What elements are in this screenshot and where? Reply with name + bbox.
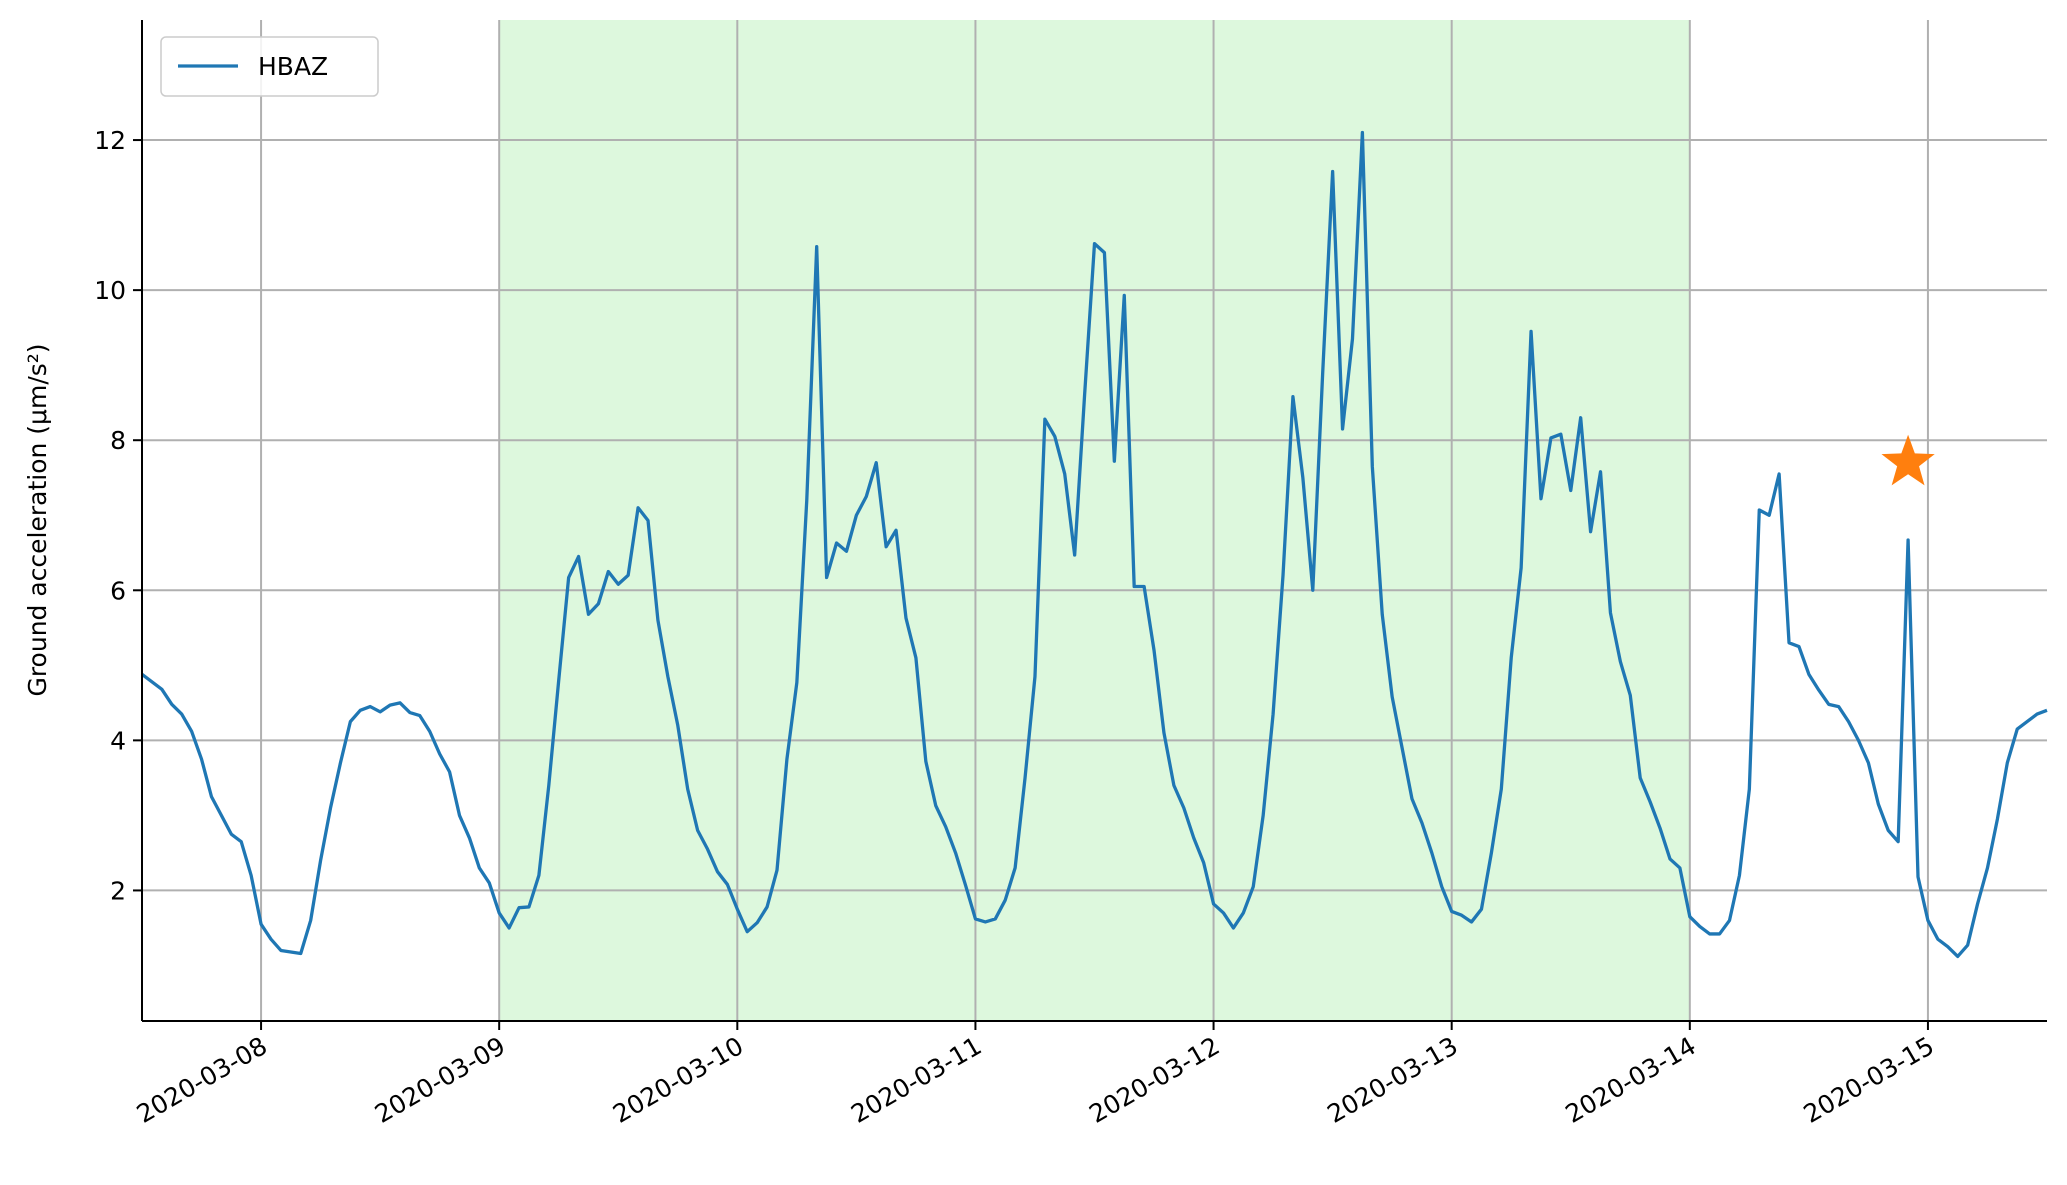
y-tick-label: 2 xyxy=(110,876,126,905)
legend-box xyxy=(160,36,379,97)
data-line xyxy=(141,130,2048,959)
legend-label: HBAZ xyxy=(258,52,328,81)
x-tick-label: 2020-03-10 xyxy=(608,1031,748,1129)
y-axis-label: Ground acceleration (μm/s²) xyxy=(23,343,52,696)
x-tick-label: 2020-03-12 xyxy=(1084,1031,1224,1129)
y-tick-label: 4 xyxy=(110,726,126,755)
x-tick-label: 2020-03-11 xyxy=(846,1031,986,1129)
legend: HBAZ xyxy=(160,36,379,97)
star-marker xyxy=(1881,434,1935,486)
y-tick-label: 6 xyxy=(110,576,126,605)
x-tick-label: 2020-03-14 xyxy=(1560,1031,1700,1129)
y-tick-label: 8 xyxy=(110,426,126,455)
x-tick-label: 2020-03-09 xyxy=(370,1031,510,1129)
x-tick-label: 2020-03-08 xyxy=(132,1031,272,1129)
x-tick-label: 2020-03-13 xyxy=(1322,1031,1462,1129)
y-tick-label: 10 xyxy=(94,276,126,305)
shaded-span xyxy=(499,20,1690,1021)
y-tick-label: 12 xyxy=(94,126,126,155)
x-tick-label: 2020-03-15 xyxy=(1799,1031,1939,1129)
